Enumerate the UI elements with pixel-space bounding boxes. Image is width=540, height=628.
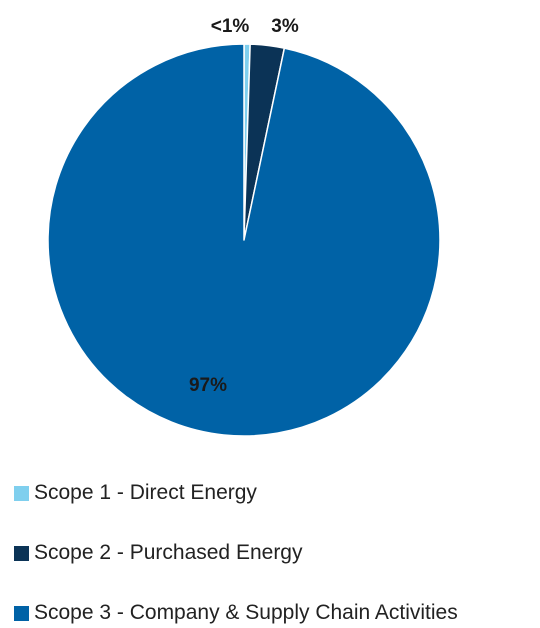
legend-swatch-scope-3 xyxy=(14,605,29,621)
legend-swatch-scope-2 xyxy=(14,545,29,561)
legend-item-scope-1: Scope 1 - Direct Energy xyxy=(14,478,534,508)
legend-item-scope-3: Scope 3 - Company & Supply Chain Activit… xyxy=(14,598,534,628)
legend: Scope 1 - Direct Energy Scope 2 - Purcha… xyxy=(14,478,534,628)
legend-label-scope-2: Scope 2 - Purchased Energy xyxy=(34,541,303,564)
legend-label-scope-1: Scope 1 - Direct Energy xyxy=(34,481,257,504)
data-label-scope-3: 97% xyxy=(189,375,227,396)
pie-slices xyxy=(47,43,441,437)
legend-item-scope-2: Scope 2 - Purchased Energy xyxy=(14,538,534,568)
data-label-scope-1: <1% xyxy=(211,16,250,37)
legend-swatch-scope-1 xyxy=(14,485,29,501)
data-label-scope-2: 3% xyxy=(271,16,299,37)
legend-label-scope-3: Scope 3 - Company & Supply Chain Activit… xyxy=(34,601,458,624)
pie-slice-scope-3 xyxy=(47,43,441,437)
pie-chart: <1% 3% 97% xyxy=(47,16,441,437)
